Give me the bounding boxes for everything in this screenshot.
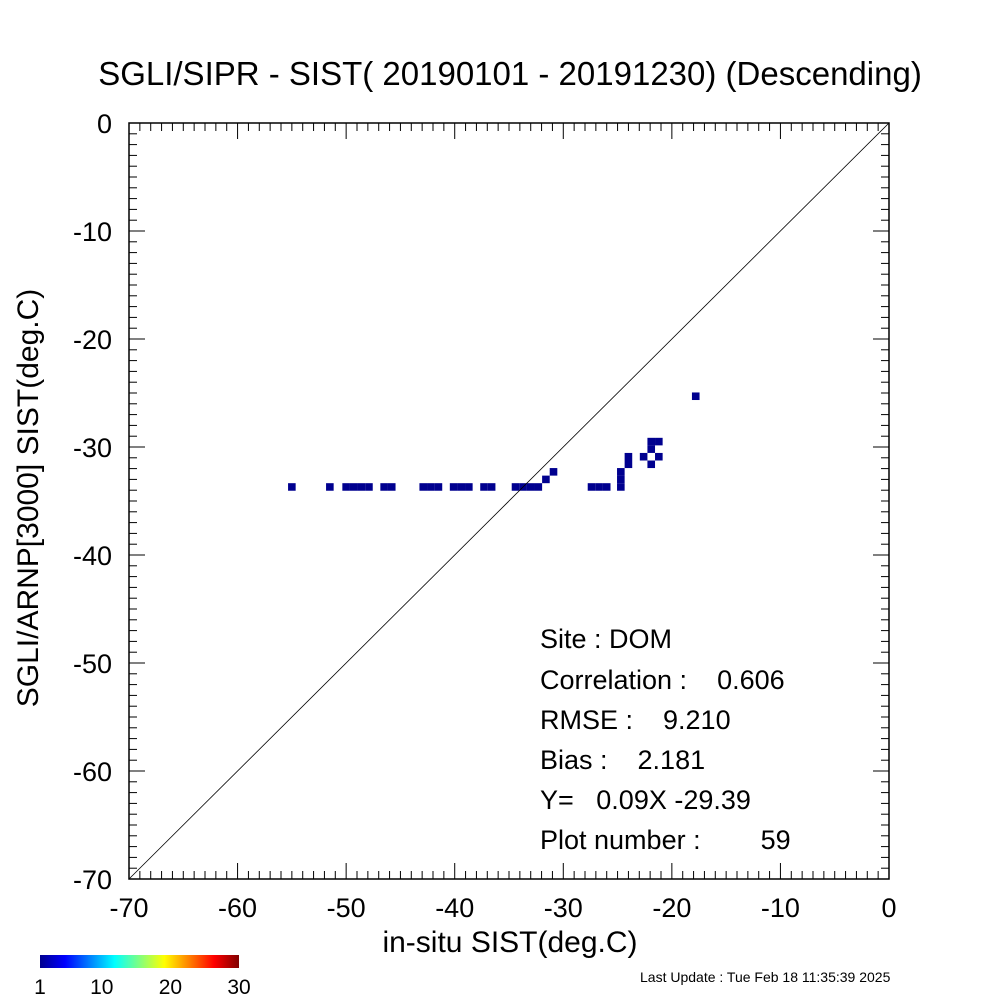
axis-ticks: [128, 122, 890, 880]
data-cell: [587, 483, 596, 491]
x-tick-labels: -70 -60 -50 -40 -30 -20 -10 0: [109, 893, 896, 923]
data-cell: [342, 483, 350, 491]
x-axis-label: in-situ SIST(deg.C): [382, 926, 637, 959]
data-cell: [434, 483, 443, 491]
x-tick-label: -10: [761, 893, 800, 923]
data-cell: [655, 452, 663, 461]
data-cell: [326, 483, 334, 491]
data-cell: [365, 483, 373, 491]
y-tick-labels: 0 -10 -20 -30 -40 -50 -60 -70: [73, 109, 112, 895]
data-cell: [526, 483, 535, 491]
data-cell: [349, 483, 358, 491]
y-tick-label: 0: [97, 109, 112, 139]
data-cell: [487, 483, 496, 491]
data-cell: [380, 483, 388, 491]
y-axis-label: SGLI/ARNP[3000] SIST(deg.C): [12, 289, 45, 708]
one-to-one-line: [128, 122, 890, 880]
y-tick-label: -60: [73, 757, 112, 787]
stats-bias: Bias : 2.181: [540, 745, 705, 775]
x-tick-label: 0: [881, 893, 896, 923]
data-cell: [647, 445, 656, 453]
stats-correlation: Correlation : 0.606: [540, 665, 785, 695]
data-cell: [387, 483, 396, 491]
data-cell: [419, 483, 428, 491]
colorbar-labels: 1 10 20 30: [34, 976, 251, 999]
colorbar-label: 30: [227, 976, 250, 999]
x-tick-label: -70: [109, 893, 148, 923]
y-tick-label: -10: [73, 217, 112, 247]
stats-regression: Y= 0.09X -29.39: [540, 785, 751, 815]
data-cell: [457, 483, 466, 491]
x-tick-label: -60: [218, 893, 257, 923]
colorbar-label: 10: [90, 976, 113, 999]
colorbar-label: 1: [34, 976, 46, 999]
last-update-text: Last Update : Tue Feb 18 11:35:39 2025: [640, 969, 891, 985]
stats-site: Site : DOM: [540, 624, 672, 654]
data-cell: [511, 483, 520, 491]
data-cell: [595, 483, 603, 491]
stats-box: Site : DOM Correlation : 0.606 RMSE : 9.…: [540, 624, 791, 855]
data-cell: [534, 483, 543, 491]
colorbar: 1 10 20 30: [34, 955, 251, 999]
colorbar-gradient: [40, 955, 239, 968]
data-cell: [639, 452, 648, 461]
y-tick-label: -20: [73, 325, 112, 355]
x-tick-label: -30: [544, 893, 583, 923]
data-cell: [357, 483, 366, 491]
data-cell: [624, 460, 633, 469]
data-cell: [647, 460, 656, 469]
data-cell: [617, 475, 625, 484]
y-tick-label: -30: [73, 433, 112, 463]
stats-plot-number: Plot number : 59: [540, 825, 791, 855]
data-cell: [647, 437, 656, 446]
data-cell: [449, 483, 458, 491]
x-tick-label: -20: [652, 893, 691, 923]
data-cell: [617, 483, 625, 491]
y-tick-label: -50: [73, 649, 112, 679]
stats-rmse: RMSE : 9.210: [540, 705, 731, 735]
colorbar-label: 20: [159, 976, 182, 999]
data-cell: [480, 483, 488, 491]
data-cell: [691, 392, 700, 401]
data-cell: [427, 483, 435, 491]
data-cells: [288, 392, 700, 491]
data-cell: [617, 468, 625, 476]
x-tick-label: -50: [327, 893, 366, 923]
data-cell: [465, 483, 473, 491]
data-cell: [549, 468, 558, 476]
data-cell: [602, 483, 611, 491]
data-cell: [542, 475, 550, 484]
x-tick-label: -40: [435, 893, 474, 923]
data-cell: [624, 452, 633, 461]
chart-title: SGLI/SIPR - SIST( 20190101 - 20191230) (…: [98, 55, 922, 92]
y-tick-label: -40: [73, 541, 112, 571]
y-tick-label: -70: [73, 865, 112, 895]
data-cell: [288, 483, 296, 491]
data-cell: [655, 437, 663, 446]
